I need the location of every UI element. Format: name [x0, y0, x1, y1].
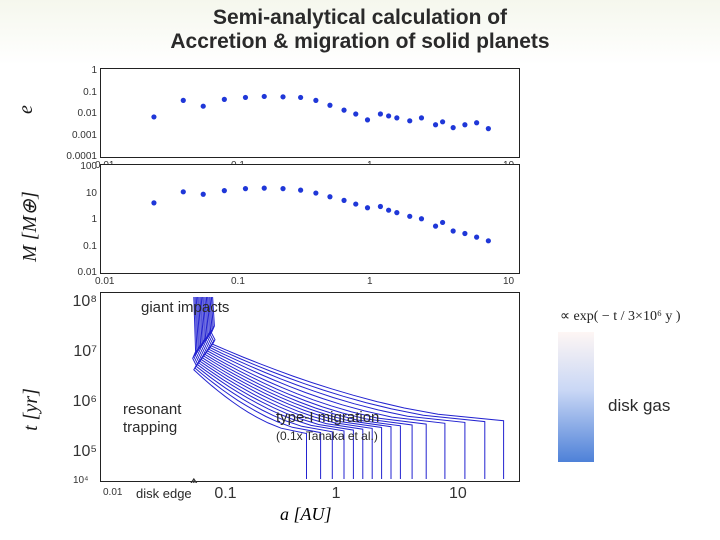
data-point	[365, 117, 370, 122]
data-point	[462, 231, 467, 236]
ytick-major: 10⁵	[61, 443, 97, 461]
ytick-major: 10⁶	[61, 393, 97, 411]
xtick-small: 0.01	[103, 487, 122, 498]
data-point	[298, 95, 303, 100]
migration-track	[201, 297, 381, 479]
ytick: 1	[57, 65, 97, 76]
data-point	[394, 115, 399, 120]
data-point	[353, 201, 358, 206]
data-point	[474, 120, 479, 125]
ylabel-m: M [M⊕]	[17, 191, 42, 262]
data-point	[440, 119, 445, 124]
data-point	[313, 190, 318, 195]
data-point	[353, 111, 358, 116]
disk-edge-arrow	[190, 479, 198, 483]
data-point	[440, 220, 445, 225]
data-point	[327, 194, 332, 199]
ytick-small: 10⁴	[73, 475, 88, 486]
data-point	[222, 188, 227, 193]
ytick: 0.1	[57, 87, 97, 98]
ytick: 10	[57, 188, 97, 199]
data-point	[280, 94, 285, 99]
data-point	[262, 186, 267, 191]
data-point	[313, 98, 318, 103]
migration-track	[210, 297, 485, 479]
data-point	[201, 192, 206, 197]
xtick: 10	[503, 276, 514, 287]
migration-track	[195, 297, 332, 479]
ytick: 0.01	[57, 108, 97, 119]
migration-track	[204, 297, 401, 479]
annot-giant-impacts: giant impacts	[141, 299, 229, 316]
xlabel-t: a [AU]	[280, 504, 332, 525]
data-point	[201, 104, 206, 109]
panel-e-svg	[101, 69, 521, 159]
title-line2: Accretion & migration of solid planets	[170, 30, 549, 53]
data-point	[419, 216, 424, 221]
ytick: 100	[57, 161, 97, 172]
data-point	[433, 224, 438, 229]
data-point	[378, 111, 383, 116]
annot-disk-edge: disk edge	[136, 486, 192, 501]
data-point	[407, 118, 412, 123]
data-point	[262, 94, 267, 99]
data-point	[462, 122, 467, 127]
xtick-major: 10	[449, 485, 467, 503]
annot-typei: type-I migration	[276, 409, 379, 426]
data-point	[486, 126, 491, 131]
ytick: 0.001	[57, 130, 97, 141]
data-point	[341, 108, 346, 113]
panel-t: giant impacts resonant trapping type-I m…	[100, 292, 520, 482]
data-point	[419, 115, 424, 120]
title-line1: Semi-analytical calculation of	[213, 6, 507, 29]
panel-t-svg	[101, 293, 521, 483]
data-point	[365, 205, 370, 210]
data-point	[486, 238, 491, 243]
data-point	[327, 103, 332, 108]
annot-resonant1: resonant	[123, 401, 181, 418]
ylabel-t: t [yr]	[20, 388, 43, 431]
disk-gas-bar	[558, 332, 594, 462]
xtick: 0.01	[95, 276, 114, 287]
data-point	[151, 200, 156, 205]
ytick: 0.01	[57, 267, 97, 278]
data-point	[243, 95, 248, 100]
disk-gas-label: disk gas	[608, 396, 670, 416]
ytick-major: 10⁸	[61, 293, 97, 311]
ytick: 0.1	[57, 241, 97, 252]
data-point	[222, 97, 227, 102]
xtick-major: 1	[332, 485, 341, 503]
data-point	[181, 98, 186, 103]
panel-m: 1001010.10.010.010.1110	[100, 164, 520, 274]
xtick: 1	[367, 276, 373, 287]
panel-e: 10.10.010.0010.00010.010.1110	[100, 68, 520, 158]
xtick-major: 0.1	[214, 485, 236, 503]
data-point	[451, 228, 456, 233]
data-point	[378, 204, 383, 209]
data-point	[341, 198, 346, 203]
data-point	[280, 186, 285, 191]
data-point	[298, 188, 303, 193]
ytick-major: 10⁷	[61, 343, 97, 361]
data-point	[243, 186, 248, 191]
data-point	[474, 235, 479, 240]
data-point	[433, 122, 438, 127]
data-point	[181, 189, 186, 194]
migration-track	[196, 297, 344, 479]
annot-resonant2: trapping	[123, 419, 177, 436]
ytick: 1	[57, 214, 97, 225]
plot-area: 10.10.010.0010.00010.010.1110 1001010.10…	[100, 68, 520, 482]
data-point	[407, 214, 412, 219]
data-point	[451, 125, 456, 130]
disk-gas-formula: ∝ exp( − t / 3×10⁶ y )	[560, 308, 681, 325]
data-point	[386, 208, 391, 213]
annot-typei-sub: (0.1x Tanaka et al.)	[276, 429, 378, 443]
panel-m-svg	[101, 165, 521, 275]
data-point	[394, 210, 399, 215]
migration-track	[199, 297, 363, 479]
data-point	[151, 114, 156, 119]
data-point	[386, 113, 391, 118]
xtick: 0.1	[231, 276, 245, 287]
ylabel-e: e	[15, 105, 38, 114]
